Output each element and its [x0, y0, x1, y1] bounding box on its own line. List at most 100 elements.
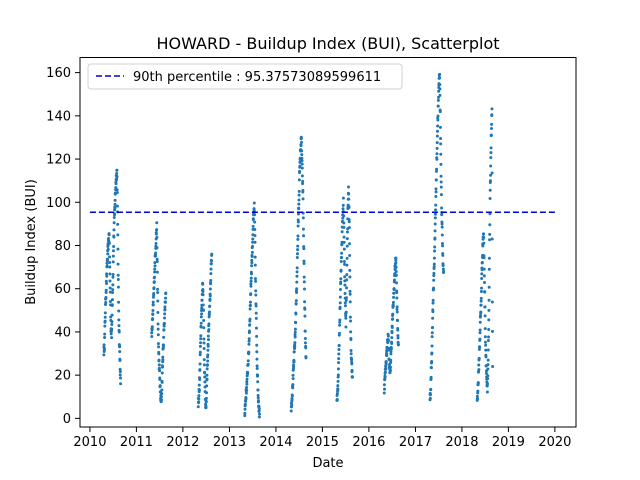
scatter-point [163, 312, 167, 316]
scatter-point [341, 203, 345, 207]
scatter-point [201, 308, 205, 312]
scatter-point [244, 391, 248, 395]
scatter-point [256, 380, 260, 384]
scatter-point [336, 373, 340, 377]
scatter-point [208, 287, 212, 291]
scatter-point [489, 146, 493, 150]
scatter-point [206, 353, 210, 357]
scatter-point [108, 299, 112, 303]
scatter-point [254, 316, 258, 320]
scatter-point [343, 301, 347, 305]
scatter-point [157, 358, 161, 362]
scatter-point [429, 387, 433, 391]
scatter-point [102, 347, 106, 351]
x-tick-label: 2010 [73, 435, 106, 450]
scatter-point [301, 182, 305, 186]
scatter-point [434, 178, 438, 182]
scatter-point [348, 315, 352, 319]
scatter-point [390, 342, 394, 346]
scatter-point [198, 350, 202, 354]
scatter-point [488, 188, 492, 192]
scatter-point [154, 251, 158, 255]
scatter-point [163, 300, 167, 304]
scatter-point [104, 290, 108, 294]
scatter-point [486, 358, 490, 362]
scatter-point [201, 282, 205, 286]
scatter-point [198, 377, 202, 381]
scatter-point [204, 405, 208, 409]
scatter-point [249, 292, 253, 296]
scatter-point [300, 174, 304, 178]
scatter-point [440, 225, 444, 229]
scatter-point [482, 256, 486, 260]
scatter-point [253, 220, 257, 224]
scatter-point [437, 89, 441, 93]
scatter-point [110, 298, 114, 302]
scatter-point [108, 279, 112, 283]
scatter-point [347, 218, 351, 222]
scatter-point [432, 265, 436, 269]
scatter-point [438, 125, 442, 129]
scatter-point [155, 270, 159, 274]
scatter-point [482, 235, 486, 239]
scatter-point [150, 331, 154, 335]
scatter-point [349, 338, 353, 342]
scatter-point [343, 262, 347, 266]
scatter-point [300, 166, 304, 170]
scatter-point [251, 218, 255, 222]
scatter-point [302, 259, 306, 263]
scatter-point [442, 269, 446, 273]
scatter-point [293, 330, 297, 334]
scatter-point [434, 208, 438, 212]
scatter-point [103, 332, 107, 336]
scatter-point [394, 256, 398, 260]
scatter-point [243, 414, 247, 418]
scatter-point [396, 336, 400, 340]
scatter-point [250, 264, 254, 268]
scatter-point [344, 298, 348, 302]
scatter-point [254, 304, 258, 308]
scatter-point [111, 288, 115, 292]
scatter-point [115, 188, 119, 192]
scatter-point [253, 277, 257, 281]
scatter-point [394, 281, 398, 285]
scatter-point [104, 281, 108, 285]
scatter-point [116, 285, 120, 289]
scatter-point [153, 261, 157, 265]
scatter-point [105, 274, 109, 278]
scatter-point [337, 331, 341, 335]
scatter-point [254, 279, 258, 283]
scatter-point [196, 405, 200, 409]
scatter-point [256, 394, 260, 398]
scatter-point [202, 326, 206, 330]
scatter-point [395, 305, 399, 309]
scatter-point [348, 275, 352, 279]
scatter-point [341, 207, 345, 211]
scatter-point [160, 380, 164, 384]
scatter-point [163, 316, 167, 320]
scatter-point [384, 367, 388, 371]
scatter-point [488, 238, 492, 242]
scatter-point [203, 380, 207, 384]
scatter-point [198, 344, 202, 348]
scatter-point [487, 335, 491, 339]
scatter-point [106, 252, 110, 256]
scatter-point [158, 377, 162, 381]
scatter-point [477, 347, 481, 351]
scatter-point [347, 205, 351, 209]
scatter-point [300, 140, 304, 144]
scatter-point [340, 230, 344, 234]
scatter-point [339, 268, 343, 272]
scatter-point [343, 283, 347, 287]
scatter-point [384, 360, 388, 364]
scatter-point [108, 261, 112, 265]
scatter-point [116, 247, 120, 251]
scatter-point [486, 377, 490, 381]
scatter-point [436, 124, 440, 128]
scatter-point [164, 296, 168, 300]
scatter-point [205, 373, 209, 377]
scatter-point [339, 277, 343, 281]
scatter-point [348, 289, 352, 293]
scatter-point [337, 361, 341, 365]
scatter-point [347, 197, 351, 201]
